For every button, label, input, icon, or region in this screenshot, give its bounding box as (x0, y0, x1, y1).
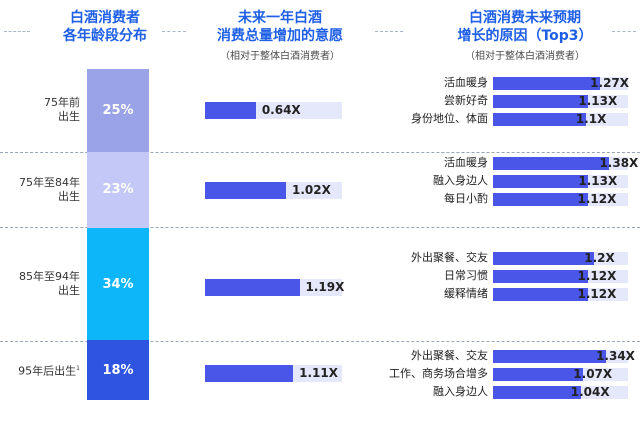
reason-bar (493, 350, 607, 363)
header-divider (162, 31, 186, 32)
reason-label: 融入身边人 (433, 174, 488, 187)
reason-bar (493, 288, 588, 301)
reason-value-label: 1.38X (599, 156, 639, 170)
age-label-line: 出生 (58, 284, 80, 298)
intent-bar (205, 102, 256, 119)
reason-bar (493, 252, 595, 265)
reason-label: 外出聚餐、交友 (411, 251, 488, 264)
reason-value-label: 1.2X (584, 251, 615, 265)
reason-bar-track: 1.04X (493, 385, 628, 399)
intent-bar-value-label: 0.64X (261, 103, 301, 117)
intent-bar-track: 1.02X (205, 182, 342, 199)
reason-label: 活血暖身 (444, 76, 488, 89)
reason-bar (493, 368, 584, 381)
intent-header: 未来一年白酒 消费总量增加的意愿 （相对于整体白酒消费者） (185, 9, 375, 63)
reason-label: 活血暖身 (444, 156, 488, 169)
intent-bar-track: 0.64X (205, 102, 342, 119)
reasons-header: 白酒消费未来预期 增长的原因（Top3） （相对于整体白酒消费者） (420, 9, 630, 63)
reason-value-label: 1.12X (577, 192, 617, 206)
age-label-line: 出生 (58, 110, 80, 124)
reason-bar (493, 175, 589, 188)
reason-bar (493, 157, 610, 170)
age-label-line: 75年至84年 (19, 175, 80, 189)
reason-value-label: 1.13X (578, 174, 618, 188)
reason-value-label: 1.07X (573, 367, 613, 381)
header-divider (4, 31, 30, 32)
age-group-label: 95年后出生1 (18, 362, 80, 379)
age-segment: 25% (87, 69, 149, 152)
segment-value-label: 25% (102, 102, 134, 118)
header-line: 白酒消费未来预期 (469, 10, 581, 26)
segment-value-label: 18% (102, 362, 134, 378)
reason-value-label: 1.1X (575, 112, 607, 126)
intent-bar-value-label: 1.02X (292, 183, 331, 197)
intent-bar-value-label: 1.11X (299, 366, 338, 380)
reason-bar (493, 270, 588, 283)
age-segment: 18% (87, 340, 149, 400)
reason-value-label: 1.13X (578, 94, 618, 108)
reason-bar-track: 1.07X (493, 367, 628, 381)
age-group-label: 85年至94年 出生 (19, 270, 80, 298)
reason-label: 工作、商务场合增多 (389, 367, 488, 380)
header-divider (375, 31, 403, 32)
segment-value-label: 34% (102, 276, 134, 292)
intent-bar-track: 1.11X (205, 365, 342, 382)
intent-bar-value-label: 1.19X (305, 280, 345, 294)
header-note: （相对于整体白酒消费者） (220, 51, 340, 62)
intent-bar (205, 365, 294, 382)
intent-bar (205, 182, 286, 199)
reason-bar-track: 1.13X (493, 94, 628, 108)
reason-value-label: 1.34X (596, 349, 635, 363)
reason-bar (493, 95, 589, 108)
age-group-label: 75年至84年 出生 (19, 176, 80, 204)
reason-label: 尝新好奇 (444, 94, 488, 107)
reason-bar (493, 193, 588, 206)
reason-label: 融入身边人 (433, 385, 488, 398)
reason-label: 身份地位、体面 (411, 112, 488, 125)
reason-label: 缓释情绪 (444, 287, 488, 300)
age-label-line: 出生 (58, 189, 80, 203)
reason-bar-track: 1.13X (493, 174, 628, 188)
reason-label: 日常习惯 (444, 269, 488, 282)
header-divider (612, 31, 636, 32)
reason-bar-track: 1.27X (493, 76, 630, 90)
row-separator (0, 152, 640, 153)
age-segment: 34% (87, 227, 149, 341)
age-segment: 23% (87, 151, 149, 228)
reason-bar (493, 386, 581, 399)
header-line: 未来一年白酒 (238, 10, 322, 26)
reason-bar-track: 1.12X (493, 287, 628, 301)
reason-bar-track: 1.38X (493, 156, 638, 170)
footnote-mark: 1 (76, 365, 80, 373)
reason-bar-track: 1.12X (493, 269, 628, 283)
reason-label: 每日小酌 (444, 192, 488, 205)
age-label-line: 85年至94年 (19, 270, 80, 284)
header-line: 消费总量增加的意愿 (217, 28, 343, 44)
age-label-line: 95年后出生 (18, 364, 77, 378)
reason-bar-track: 1.1X (493, 112, 628, 126)
reason-bar (493, 113, 586, 126)
reason-value-label: 1.27X (590, 76, 630, 90)
age-label-line: 75年前 (44, 96, 80, 110)
reason-bar-track: 1.12X (493, 192, 628, 206)
reason-value-label: 1.04X (570, 385, 610, 399)
header-line: 各年龄段分布 (63, 28, 147, 44)
intent-bar-track: 1.19X (205, 279, 345, 296)
reason-bar (493, 77, 601, 90)
age-distribution-header: 白酒消费者 各年龄段分布 (30, 9, 180, 45)
reason-bar-track: 1.34X (493, 349, 635, 363)
age-group-label: 75年前 出生 (44, 96, 80, 124)
reason-label: 外出聚餐、交友 (411, 349, 488, 362)
row-separator (0, 227, 640, 228)
reason-value-label: 1.12X (577, 269, 617, 283)
header-line: 增长的原因（Top3） (457, 28, 593, 44)
reason-bar-track: 1.2X (493, 251, 628, 265)
reason-value-label: 1.12X (577, 287, 617, 301)
segment-value-label: 23% (102, 182, 134, 198)
intent-bar (205, 279, 300, 296)
row-separator (0, 341, 640, 342)
header-line: 白酒消费者 (70, 10, 140, 26)
header-note: （相对于整体白酒消费者） (465, 51, 585, 62)
